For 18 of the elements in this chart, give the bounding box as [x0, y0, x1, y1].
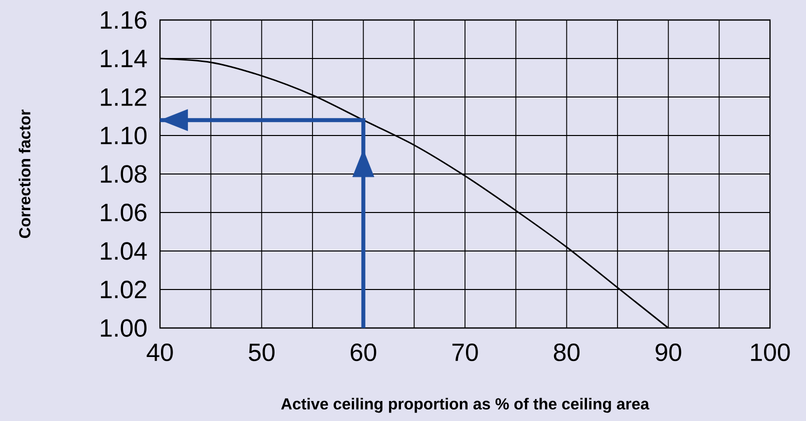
x-axis-title: Active ceiling proportion as % of the ceiling area — [281, 398, 650, 413]
y-tick-label: 1.14 — [100, 50, 147, 68]
x-tick-label: 50 — [248, 343, 275, 362]
y-tick-label: 1.08 — [100, 165, 146, 183]
y-tick-label: 1.16 — [100, 11, 146, 29]
x-tick-label: 90 — [656, 343, 682, 362]
x-tick-label: 100 — [751, 343, 790, 362]
y-tick-label: 1.10 — [100, 126, 147, 144]
y-tick-label: 1.00 — [100, 319, 147, 337]
x-tick-label: 40 — [146, 343, 173, 362]
y-axis-title: Correction factor — [18, 110, 30, 238]
y-tick-label: 1.06 — [100, 204, 146, 222]
y-tick-label: 1.02 — [100, 280, 146, 298]
x-tick-label: 70 — [452, 343, 478, 362]
y-tick-label: 1.12 — [100, 88, 146, 106]
x-tick-label: 80 — [554, 343, 580, 362]
y-tick-label: 1.04 — [100, 242, 147, 260]
x-tick-label: 60 — [350, 343, 376, 362]
